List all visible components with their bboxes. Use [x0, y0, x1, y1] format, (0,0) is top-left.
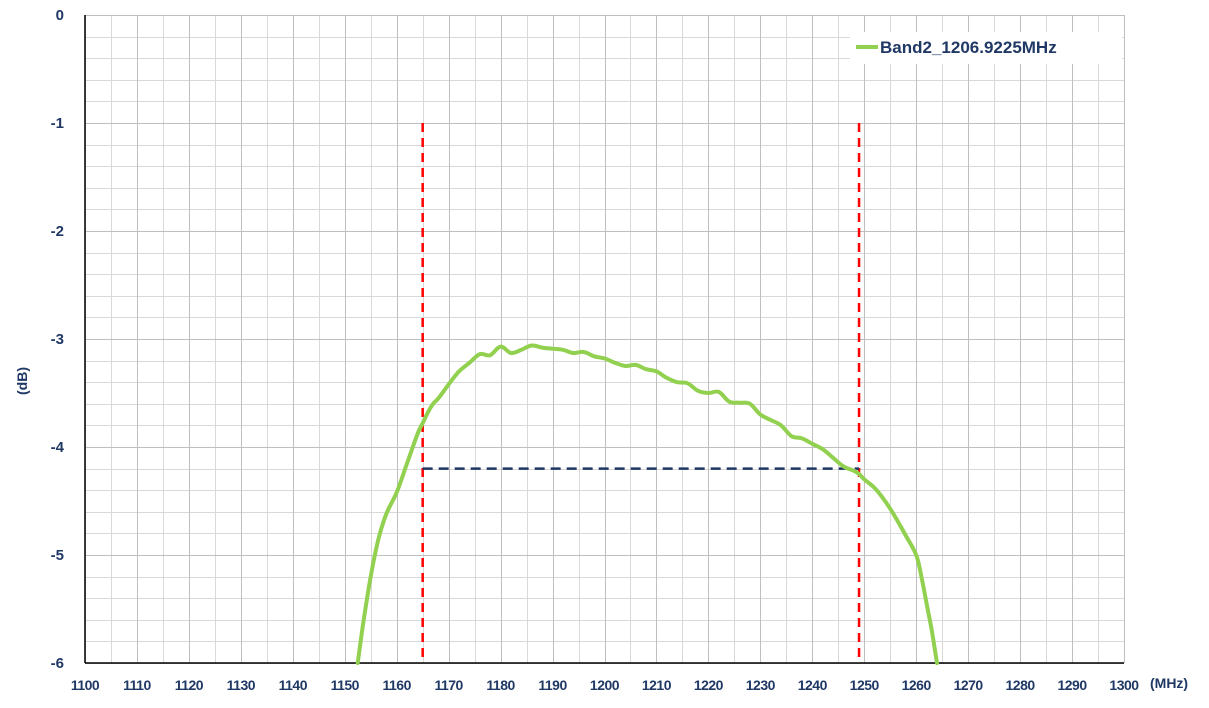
x-tick-label: 1150: [331, 677, 360, 693]
x-tick-label: 1200: [590, 677, 620, 693]
x-tick-label: 1290: [1057, 677, 1087, 693]
x-tick-label: 1130: [227, 677, 256, 693]
x-tick-label: 1170: [434, 677, 463, 693]
series-lines: [355, 343, 939, 665]
y-tick-label: -6: [51, 655, 64, 672]
x-tick-label: 1260: [902, 677, 932, 693]
x-tick-label: 1160: [383, 677, 412, 693]
y-tick-label: 0: [56, 7, 64, 24]
x-tick-label: 1120: [175, 677, 204, 693]
series-line: [355, 343, 939, 665]
x-axis-label: (MHz): [1150, 675, 1188, 691]
y-tick-label: -4: [51, 439, 65, 456]
x-tick-label: 1250: [850, 677, 880, 693]
legend-label: Band2_1206.9225MHz: [880, 38, 1057, 57]
y-tick-label: -3: [51, 331, 64, 348]
x-tick-label: 1280: [1006, 677, 1036, 693]
x-tick-label: 1100: [71, 677, 100, 693]
x-tick-label: 1300: [1109, 677, 1139, 693]
marker-lines: [421, 123, 861, 663]
y-tick-label: -2: [51, 223, 64, 240]
x-tick-label: 1210: [642, 677, 672, 693]
y-tick-label: -1: [51, 115, 64, 132]
y-tick-label: -5: [51, 547, 64, 564]
x-tick-label: 1230: [746, 677, 776, 693]
x-tick-label: 1180: [486, 677, 515, 693]
x-tick-labels: 1100 1110 1120 1130 1140 1150 1160 1170 1180 1190…: [71, 677, 1140, 693]
x-tick-label: 1240: [798, 677, 828, 693]
x-tick-label: 1190: [538, 677, 567, 693]
legend-box: [850, 32, 1122, 64]
y-tick-labels: 0 -1 -2 -3 -4 -5 -6: [51, 7, 65, 672]
legend: Band2_1206.9225MHz: [850, 32, 1122, 64]
x-tick-label: 1270: [954, 677, 984, 693]
x-tick-label: 1220: [694, 677, 724, 693]
x-tick-label: 1110: [123, 677, 151, 693]
axes: [84, 15, 1124, 664]
y-axis-label: (dB): [14, 367, 30, 395]
x-tick-label: 1140: [279, 677, 308, 693]
